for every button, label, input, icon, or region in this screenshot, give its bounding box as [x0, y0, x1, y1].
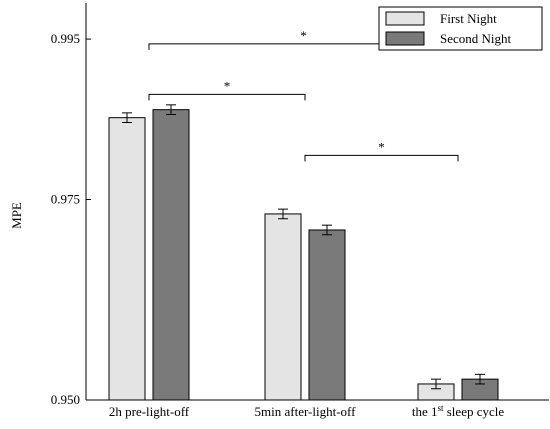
legend-swatch: [385, 31, 425, 46]
bar-first-night-0: [108, 117, 146, 401]
legend-label: Second Night: [440, 31, 512, 46]
x-tick-label: 2h pre-light-off: [109, 404, 190, 419]
x-tick-label: 5min after-light-off: [255, 404, 357, 419]
significance-bracket: [148, 93, 306, 101]
legend-label: First Night: [440, 11, 497, 26]
y-tick-label: 0.995: [51, 31, 80, 46]
bar-second-night-0: [152, 109, 190, 401]
bar-second-night-1: [308, 229, 346, 401]
x-tick-label-superscript: st: [437, 403, 444, 413]
axes: 0.950 0.975 0.995 MPE 2h pre-light-off 5min a…: [9, 3, 549, 419]
significance-bracket: [304, 154, 459, 162]
significance-star: *: [378, 139, 385, 154]
significance-star: *: [224, 78, 231, 93]
y-axis-label: MPE: [9, 202, 24, 229]
x-tick-label-part: sleep cycle: [444, 404, 505, 419]
x-tick-label-part: the 1: [412, 404, 438, 419]
legend: First Night Second Night: [378, 6, 543, 51]
y-tick-label: 0.950: [51, 392, 80, 407]
legend-swatch: [385, 11, 425, 26]
bars: [108, 104, 499, 401]
bar-first-night-1: [264, 213, 302, 401]
significance-star: *: [300, 28, 307, 43]
y-tick-label: 0.975: [51, 191, 80, 206]
x-tick-label: the 1st sleep cycle: [412, 403, 505, 419]
